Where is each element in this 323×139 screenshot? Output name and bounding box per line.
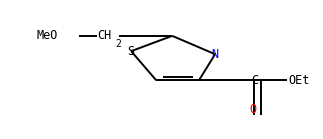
- Text: S: S: [128, 45, 135, 58]
- Text: CH: CH: [97, 29, 111, 42]
- Text: MeO: MeO: [36, 29, 58, 42]
- Text: O: O: [249, 103, 256, 116]
- Text: C: C: [251, 74, 258, 87]
- Text: OEt: OEt: [288, 74, 310, 87]
- Text: 2: 2: [116, 39, 122, 49]
- Text: N: N: [212, 48, 219, 61]
